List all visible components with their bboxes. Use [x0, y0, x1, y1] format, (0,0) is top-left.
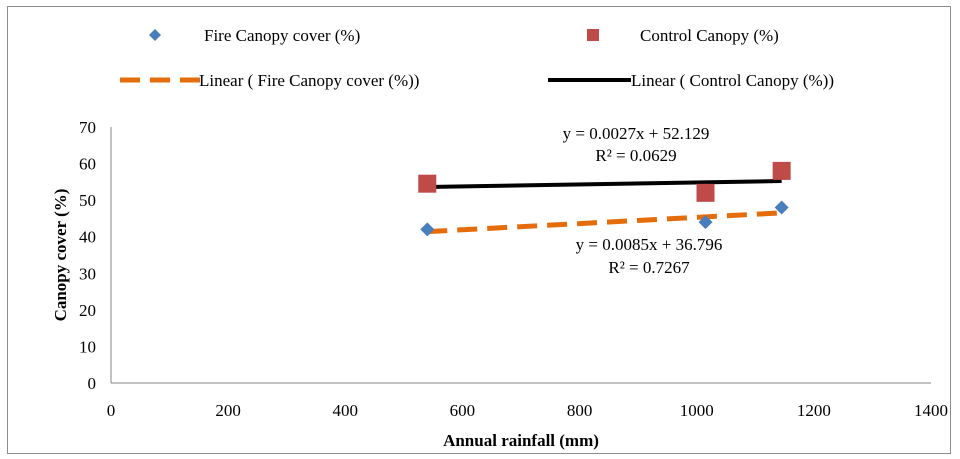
- legend-label-fire-trendline: Linear ( Fire Canopy cover (%)): [199, 71, 419, 90]
- x-tick-labels: 0 200 400 600 800 1000 1200 1400: [107, 401, 948, 420]
- control-canopy-point: [772, 161, 791, 180]
- legend-item-fire-trendline: Linear ( Fire Canopy cover (%)): [120, 71, 419, 90]
- y-tick-label: 60: [79, 155, 96, 174]
- fire-equation: y = 0.0085x + 36.796: [576, 235, 723, 254]
- legend-label-fire-canopy: Fire Canopy cover (%): [204, 26, 360, 45]
- x-tick-label: 1200: [797, 401, 831, 420]
- y-tick-label: 10: [79, 337, 96, 356]
- legend-item-control-canopy: Control Canopy (%): [587, 26, 779, 45]
- x-tick-label: 0: [107, 401, 116, 420]
- trend-equations: y = 0.0027x + 52.129 R² = 0.0629 y = 0.0…: [563, 124, 723, 277]
- y-tick-label: 50: [79, 191, 96, 210]
- x-tick-label: 800: [567, 401, 593, 420]
- legend-marker-diamond: [149, 29, 161, 41]
- y-axis-title: Canopy cover (%): [51, 189, 70, 322]
- fire-canopy-point: [698, 215, 713, 230]
- data-points: [418, 161, 791, 237]
- x-tick-label: 400: [333, 401, 359, 420]
- y-tick-label: 0: [88, 374, 97, 393]
- control-canopy-point: [696, 183, 715, 202]
- legend-item-control-trendline: Linear ( Control Canopy (%)): [548, 71, 834, 90]
- y-tick-labels: 0 10 20 30 40 50 60 70: [79, 118, 96, 393]
- x-tick-label: 1400: [914, 401, 948, 420]
- fire-r-squared: R² = 0.7267: [608, 258, 690, 277]
- legend-item-fire-canopy: Fire Canopy cover (%): [149, 26, 360, 45]
- control-r-squared: R² = 0.0629: [595, 146, 676, 165]
- fire-canopy-point: [774, 200, 789, 215]
- trendlines: [427, 179, 782, 235]
- x-tick-label: 600: [450, 401, 476, 420]
- legend: Fire Canopy cover (%) Control Canopy (%)…: [120, 26, 834, 90]
- fire-canopy-point: [420, 222, 435, 237]
- y-tick-label: 20: [79, 301, 96, 320]
- y-tick-label: 40: [79, 228, 96, 247]
- legend-label-control-canopy: Control Canopy (%): [640, 26, 779, 45]
- y-tick-label: 70: [79, 118, 96, 137]
- control-trendline: [427, 179, 782, 190]
- legend-label-control-trendline: Linear ( Control Canopy (%)): [631, 71, 834, 90]
- legend-marker-square: [587, 29, 599, 41]
- fire-trendline: [427, 210, 782, 235]
- control-canopy-point: [418, 174, 437, 193]
- x-tick-label: 1000: [680, 401, 714, 420]
- x-axis-title: Annual rainfall (mm): [443, 431, 599, 450]
- control-equation: y = 0.0027x + 52.129: [563, 124, 710, 143]
- y-tick-label: 30: [79, 264, 96, 283]
- x-tick-label: 200: [215, 401, 241, 420]
